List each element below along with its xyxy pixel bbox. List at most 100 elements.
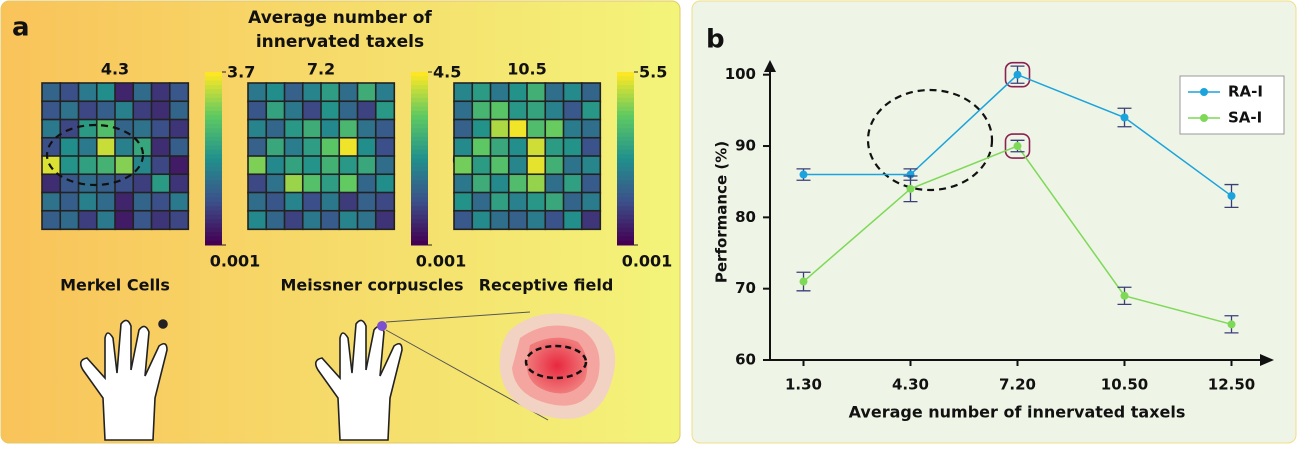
heatmap-cell: [152, 138, 171, 157]
colorbar-segment: [411, 154, 428, 159]
heatmap-cell: [303, 120, 322, 139]
colorbar-segment: [617, 184, 634, 189]
colorbar-segment: [205, 223, 222, 228]
heatmap-cell: [115, 83, 134, 102]
colorbar-segment: [617, 128, 634, 133]
heatmap-cell: [358, 101, 377, 120]
heatmap-cell: [152, 120, 171, 139]
colorbar-segment: [205, 102, 222, 107]
heatmap-name: Receptive field: [479, 276, 614, 295]
colorbar-segment: [411, 111, 428, 116]
heatmap-cell: [79, 138, 98, 157]
data-point: [1228, 192, 1236, 200]
colorbar-segment: [617, 137, 634, 142]
heatmap-cell: [358, 138, 377, 157]
heatmap-cell: [454, 83, 473, 102]
heatmap-cell: [248, 138, 267, 157]
heatmap-cell: [564, 83, 583, 102]
heatmap-cell: [472, 193, 491, 212]
colorbar-segment: [617, 107, 634, 112]
heatmap-cell: [115, 101, 134, 120]
heatmap-cell: [60, 156, 79, 175]
colorbar-segment: [617, 120, 634, 125]
heatmap-cell: [97, 120, 116, 139]
colorbar-segment: [205, 180, 222, 185]
heatmap-cell: [491, 193, 510, 212]
colorbar-segment: [617, 228, 634, 233]
heatmap-cell: [582, 83, 601, 102]
heatmap-cell: [339, 138, 358, 157]
heatmap-cell: [285, 138, 304, 157]
colorbar-segment: [205, 236, 222, 241]
heatmap-cell: [170, 174, 189, 193]
colorbar-segment: [205, 189, 222, 194]
colorbar-segment: [617, 159, 634, 164]
heatmap-cell: [266, 120, 285, 139]
heatmap-cell: [303, 174, 322, 193]
colorbar-segment: [205, 193, 222, 198]
heatmap-cell: [527, 101, 546, 120]
heatmap-cell: [266, 83, 285, 102]
colorbar-segment: [205, 146, 222, 151]
heatmap-cell: [564, 120, 583, 139]
heatmap-cell: [472, 156, 491, 175]
heatmap-cell: [42, 156, 61, 175]
heatmap-cell: [79, 211, 98, 230]
heatmap-cell: [170, 193, 189, 212]
heatmap-cell: [509, 138, 528, 157]
data-point: [1121, 113, 1129, 121]
heatmap-cell: [339, 156, 358, 175]
colorbar-segment: [205, 76, 222, 81]
y-tick-label: 70: [735, 279, 756, 297]
x-tick-label: 10.50: [1101, 376, 1148, 394]
heatmap-cell: [248, 83, 267, 102]
colorbar-segment: [617, 98, 634, 103]
heatmap-cell: [42, 211, 61, 230]
legend-label: SA-I: [1228, 109, 1262, 127]
colorbar-segment: [205, 206, 222, 211]
colorbar-segment: [411, 120, 428, 125]
colorbar-segment: [411, 219, 428, 224]
colorbar-segment: [205, 124, 222, 129]
heatmap-cell: [321, 120, 340, 139]
colorbar-segment: [411, 228, 428, 233]
colorbar-segment: [205, 154, 222, 159]
colorbar-segment: [205, 159, 222, 164]
colorbar-segment: [411, 215, 428, 220]
colorbar-segment: [411, 167, 428, 172]
colorbar-segment: [411, 137, 428, 142]
heatmap-cell: [321, 211, 340, 230]
heatmap-cell: [509, 156, 528, 175]
heatmap-cell: [582, 156, 601, 175]
heatmap-cell: [97, 193, 116, 212]
heatmap-cell: [491, 120, 510, 139]
colorbar-segment: [617, 94, 634, 99]
colorbar-segment: [617, 232, 634, 237]
colorbar-segment: [617, 85, 634, 90]
colorbar-segment: [617, 102, 634, 107]
heatmap-cell: [303, 156, 322, 175]
heatmap-cell: [170, 156, 189, 175]
heatmap-cell: [133, 174, 152, 193]
heatmap-cell: [509, 83, 528, 102]
colorbar-segment: [205, 115, 222, 120]
colorbar-segment: [617, 72, 634, 77]
data-point: [800, 278, 808, 286]
heatmap-cell: [564, 174, 583, 193]
colorbar-segment: [411, 146, 428, 151]
heatmap-cell: [376, 193, 395, 212]
heatmap-cell: [115, 156, 134, 175]
heatmap-cell: [115, 174, 134, 193]
colorbar-label: 0.001: [210, 252, 261, 271]
colorbar-segment: [617, 202, 634, 207]
colorbar-segment: [411, 124, 428, 129]
heatmap-cell: [248, 174, 267, 193]
heatmap-cell: [321, 101, 340, 120]
colorbar-segment: [205, 141, 222, 146]
colorbar-segment: [617, 141, 634, 146]
heatmap-cell: [376, 156, 395, 175]
heatmap-cell: [266, 174, 285, 193]
heatmap-name: Meissner corpuscles: [280, 276, 463, 295]
panel-label: a: [12, 13, 30, 43]
heatmap-cell: [321, 174, 340, 193]
